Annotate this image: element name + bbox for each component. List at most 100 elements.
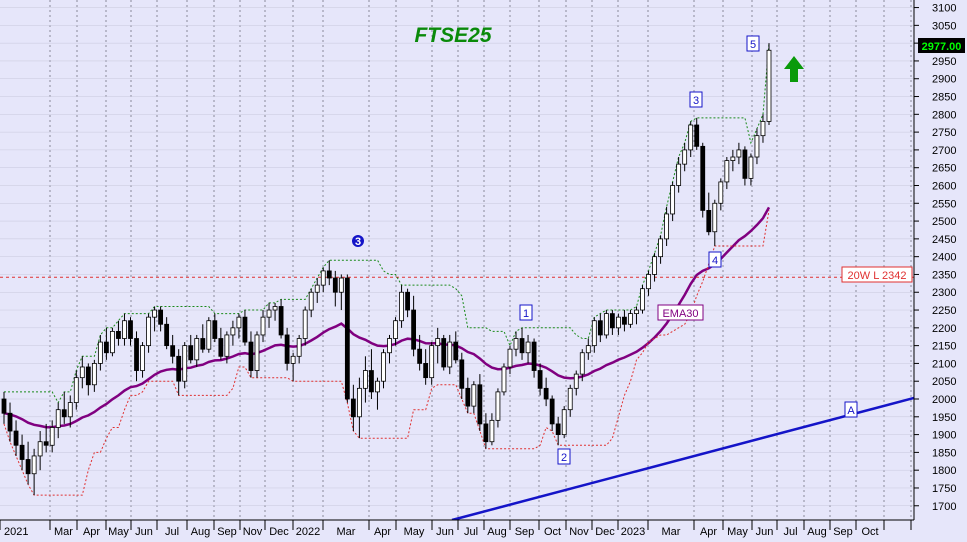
y-tick-label: 2450 — [932, 234, 956, 246]
candle-up — [73, 377, 79, 403]
candle-up — [260, 316, 266, 336]
wave-label-text: 5 — [750, 39, 756, 51]
candle-up — [302, 309, 308, 339]
candle-down — [549, 398, 555, 425]
candle-down — [742, 149, 748, 179]
candle-up — [356, 387, 362, 418]
candle-down — [441, 338, 447, 368]
candle-up — [495, 391, 501, 421]
candle-down — [405, 291, 410, 311]
x-tick-label: Oct — [544, 526, 561, 538]
candle-up — [712, 202, 718, 233]
candle-down — [176, 355, 182, 382]
candle-up — [646, 274, 651, 290]
candle-down — [248, 341, 254, 371]
candle-up — [37, 441, 43, 457]
candle-down — [284, 334, 290, 364]
candle-up — [634, 309, 639, 315]
trendline-a — [451, 396, 915, 522]
candle-up — [658, 238, 663, 258]
candle-up — [224, 334, 230, 357]
x-tick-label: Jul — [464, 526, 478, 538]
candle-up — [182, 345, 188, 382]
candle-up — [146, 316, 151, 347]
candle-up — [730, 156, 736, 161]
wave-label-text: 2 — [561, 452, 567, 464]
x-tick-label: Dec — [269, 526, 289, 538]
candle-down — [694, 124, 700, 147]
candle-down — [134, 338, 139, 371]
x-tick-label: May — [108, 526, 129, 538]
candle-up — [31, 455, 37, 475]
price-tag-box — [918, 38, 965, 53]
up-arrow-icon — [784, 56, 804, 82]
y-tick-label: 2550 — [932, 198, 956, 210]
x-tick-label: Sep — [833, 526, 853, 538]
y-tick-label: 2650 — [932, 163, 956, 175]
candle-up — [320, 270, 326, 286]
candle-down — [417, 348, 423, 364]
candle-up — [682, 149, 688, 165]
wave-label-text: 3 — [693, 95, 699, 107]
y-tick-label: 2000 — [932, 394, 956, 406]
y-tick-label: 3050 — [932, 20, 956, 32]
candle-up — [254, 334, 260, 371]
candle-up — [447, 341, 453, 368]
candle-down — [278, 306, 284, 336]
candle-up — [652, 256, 657, 275]
candle-up — [97, 341, 103, 364]
candle-up — [67, 402, 73, 418]
y-tick-label: 2800 — [932, 109, 956, 121]
candle-up — [308, 291, 314, 311]
y-tick-label: 2950 — [932, 56, 956, 68]
candle-up — [399, 291, 404, 322]
trendline-label-box — [844, 401, 858, 418]
candle-up — [513, 338, 519, 350]
y-tick-label: 2750 — [932, 127, 956, 139]
candle-up — [567, 387, 573, 411]
candle-up — [55, 409, 61, 428]
ema-label-text: EMA30 — [662, 308, 698, 320]
x-axis: 2021 Mar Apr May Jun Jul Aug Sep Nov Dec 2022 Mar Ap… — [0, 520, 912, 538]
candle-down — [609, 313, 615, 329]
x-tick-label: Apr — [700, 526, 717, 538]
candle-down — [423, 363, 429, 379]
wave-label-text: 4 — [712, 255, 718, 267]
candle-down — [212, 320, 218, 339]
x-tick-label: May — [404, 526, 425, 538]
candle-down — [1, 398, 7, 414]
candle-down — [25, 459, 31, 475]
candle-down — [116, 330, 121, 339]
candle-up — [140, 345, 145, 371]
x-tick-label: Sep — [515, 526, 535, 538]
candle-up — [585, 345, 591, 354]
y-axis-panel — [914, 0, 967, 542]
candle-up — [676, 163, 682, 186]
candle-up — [640, 288, 645, 311]
candle-down — [622, 316, 627, 325]
y-tick-label: 2600 — [932, 180, 956, 192]
candle-up — [507, 348, 513, 368]
candle-up — [748, 156, 754, 179]
ema-label: EMA30 — [657, 304, 704, 321]
candle-up — [670, 185, 676, 215]
candle-up — [363, 370, 368, 389]
candle-down — [326, 270, 332, 279]
candle-down — [537, 370, 543, 389]
candle-down — [531, 341, 537, 371]
candles — [1, 43, 772, 496]
y-tick-label: 2100 — [932, 358, 956, 370]
candle-up — [206, 320, 212, 350]
lower-channel-line — [3, 210, 770, 496]
candle-up — [471, 384, 477, 407]
resistance-label: 20W L 2342 — [841, 266, 913, 283]
candle-down — [200, 338, 206, 350]
candle-up — [272, 306, 278, 311]
candle-up — [579, 352, 585, 375]
candle-up — [375, 380, 380, 393]
candle-down — [350, 398, 356, 418]
candle-down — [188, 345, 194, 361]
x-tick-label: Mar — [54, 526, 73, 538]
candle-up — [561, 409, 567, 435]
candle-down — [158, 309, 164, 325]
